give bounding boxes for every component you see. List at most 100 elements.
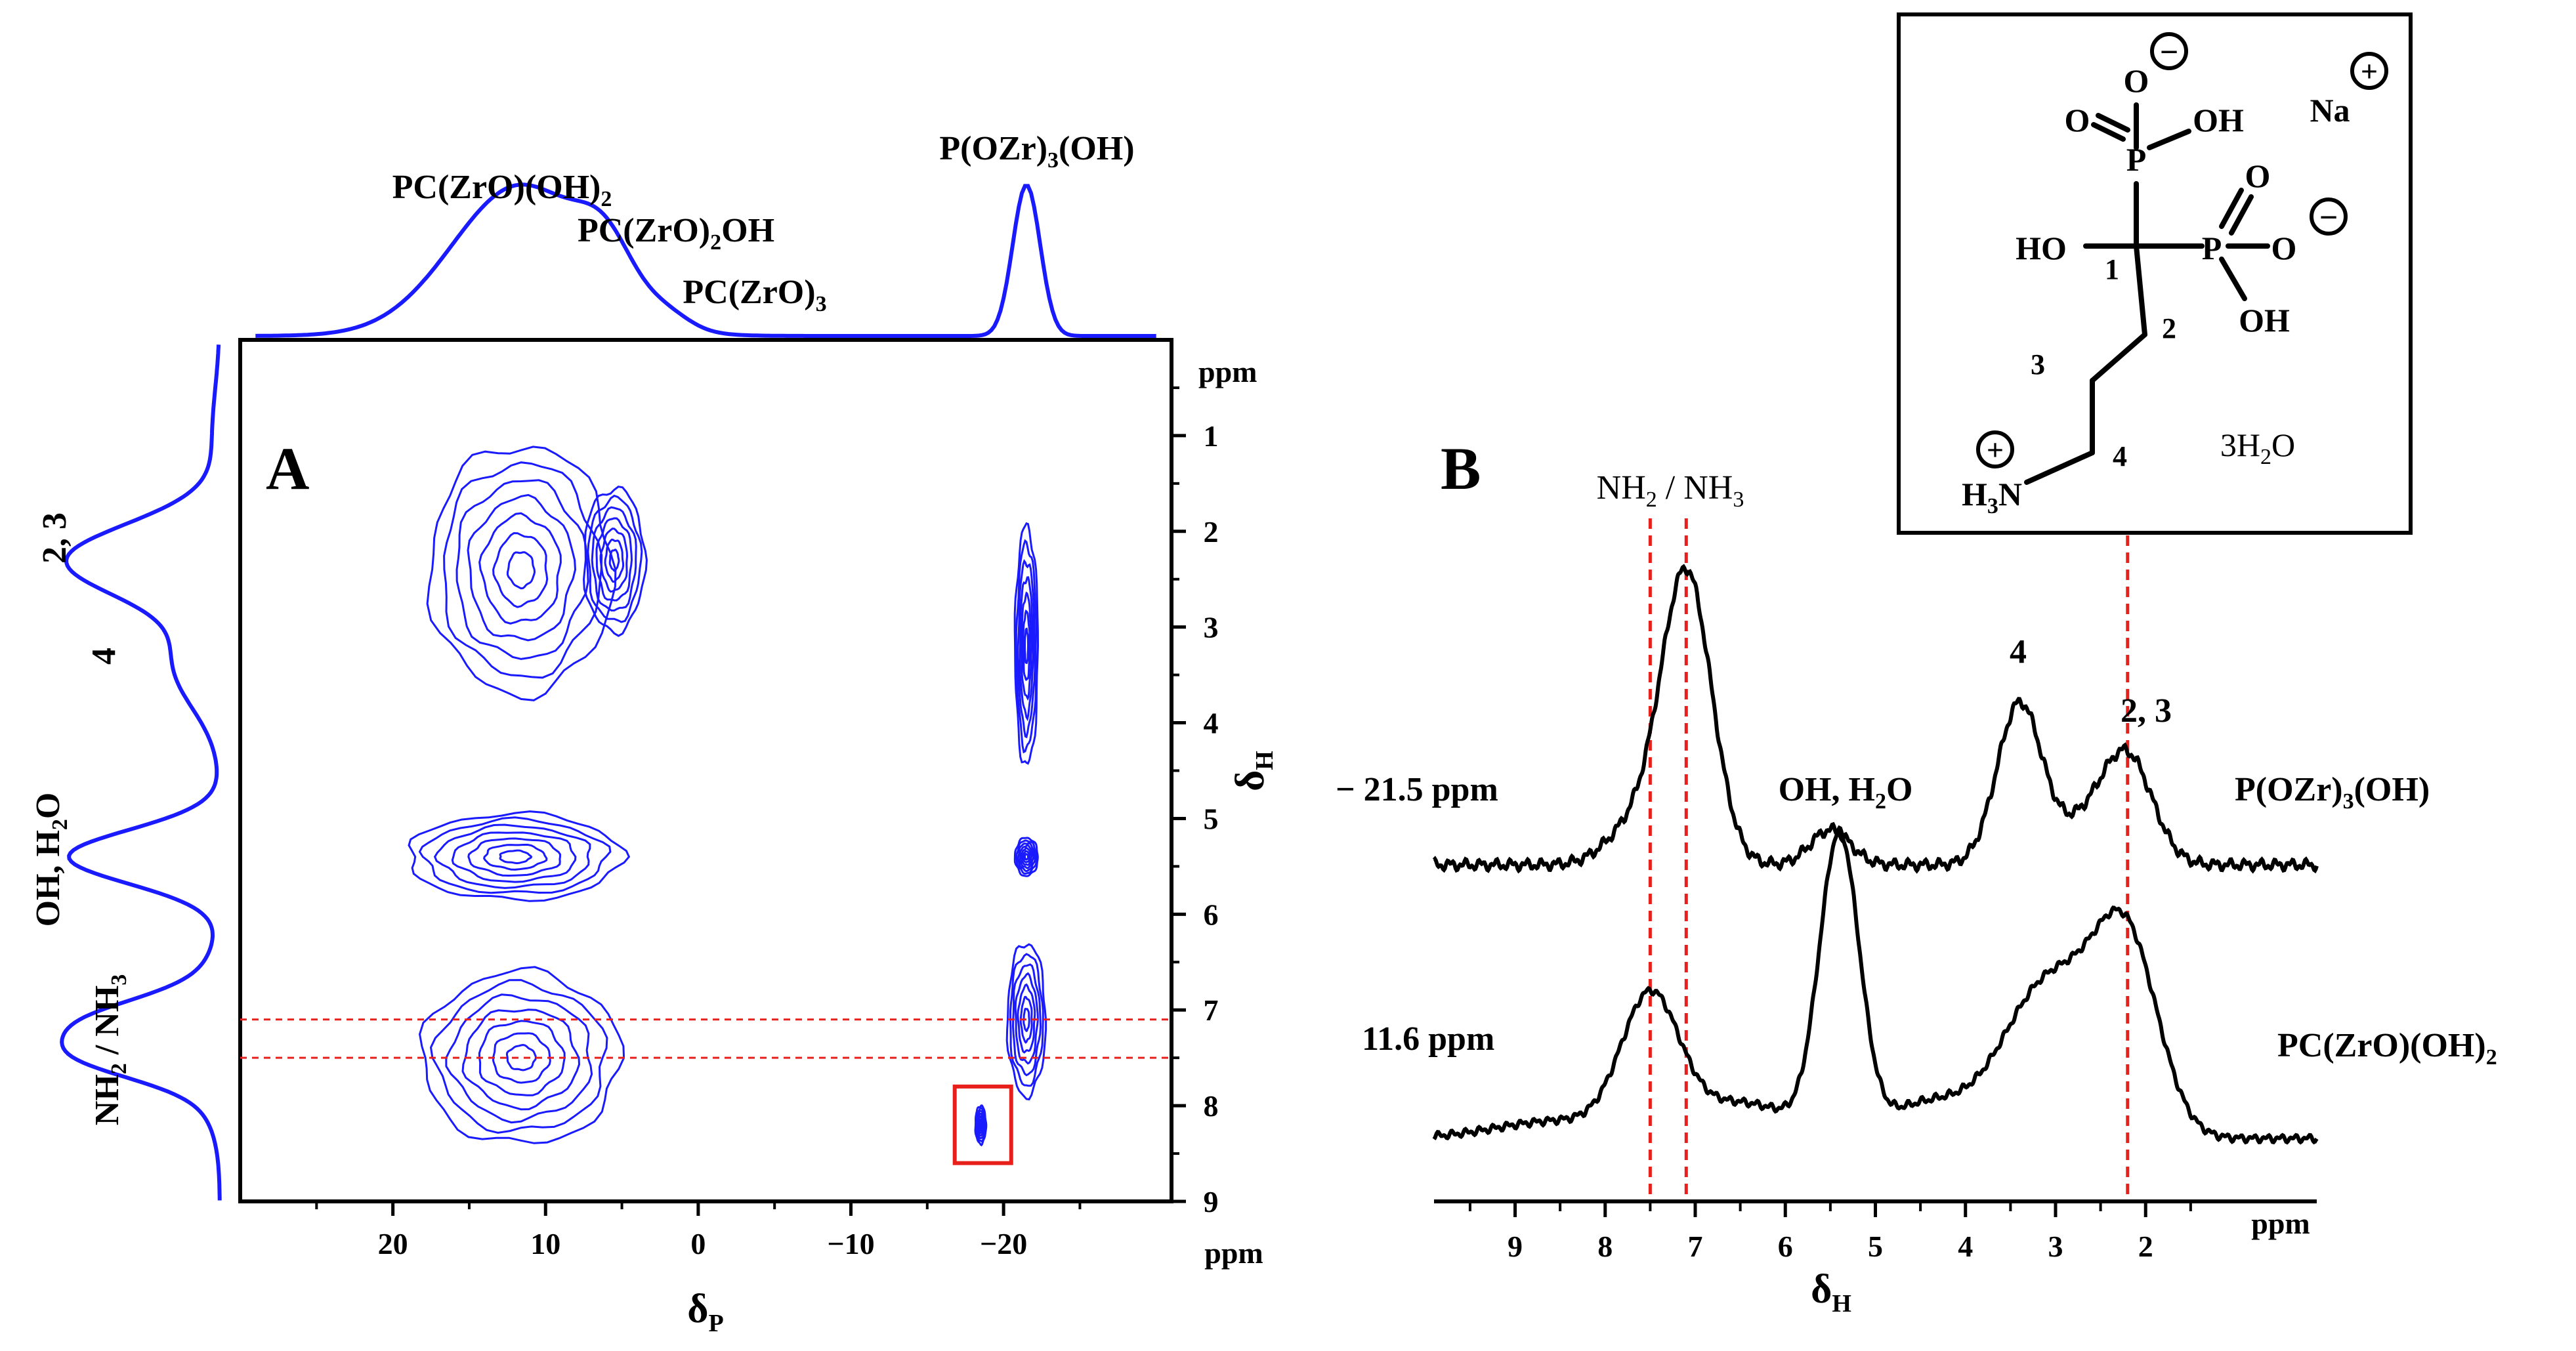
contour-level xyxy=(499,849,533,865)
panel-a-y-axis: 1 2 3 4 5 6 7 8 9 xyxy=(1172,386,1219,1218)
y-tick-label: 7 xyxy=(1204,993,1219,1027)
peak-label-oh-h2o: OH, H2O xyxy=(1779,771,1913,814)
contour-level xyxy=(451,831,577,883)
b-x-tick-label: 8 xyxy=(1597,1230,1613,1263)
b-x-tick-label: 3 xyxy=(2048,1230,2063,1263)
contour-level xyxy=(1015,839,1038,875)
y-tick-label: 6 xyxy=(1204,898,1219,931)
carbon-number-1: 1 xyxy=(2105,253,2119,285)
panel-b-x-unit: ppm xyxy=(2251,1207,2310,1240)
contour-level xyxy=(455,479,589,660)
contour-level xyxy=(1013,837,1039,877)
atom-p2-o-right: O xyxy=(2271,230,2297,266)
contour-map xyxy=(408,446,1047,1147)
contour-level xyxy=(1022,610,1031,681)
contour-level xyxy=(418,816,612,894)
x-tick-label: 10 xyxy=(530,1227,560,1260)
charge-minus-p1: − xyxy=(2150,32,2188,70)
b-x-tick-label: 7 xyxy=(1688,1230,1703,1263)
atom-p2-o-top: O xyxy=(2245,157,2271,194)
contour-level xyxy=(1017,842,1036,873)
panel-b: B 9 8 7 6 5 4 3 2 ppm δH NH2 / NH3 OH, H2O 4 2,… xyxy=(1336,435,2497,1318)
atom-na: Na xyxy=(2310,92,2350,129)
atom-ho: HO xyxy=(2016,230,2067,266)
atom-p1: P xyxy=(2126,141,2147,178)
contour-level xyxy=(587,494,643,623)
contour-level xyxy=(1017,983,1036,1054)
panel-b-x-label: δH xyxy=(1811,1267,1851,1318)
b-x-tick-label: 9 xyxy=(1508,1230,1523,1263)
structure-frame xyxy=(1897,12,2413,535)
panel-a-x-unit: ppm xyxy=(1204,1236,1263,1270)
atom-p1-oh: OH xyxy=(2193,102,2244,138)
contour-level xyxy=(505,1043,538,1071)
trace-pozr3-oh xyxy=(1432,564,2319,874)
panel-a-label: A xyxy=(266,435,309,502)
carbon-number-2: 2 xyxy=(2162,312,2176,344)
b-x-tick-label: 2 xyxy=(2138,1230,2153,1263)
peak-label-nh2-nh3: NH2 / NH3 xyxy=(1597,469,1744,512)
contour-level xyxy=(1020,846,1033,866)
top-label-pczro2-oh: PC(ZrO)2OH xyxy=(578,212,774,255)
y-tick-label: 5 xyxy=(1204,802,1219,835)
x-tick-label: 0 xyxy=(690,1227,706,1260)
highlight-box xyxy=(952,1084,1013,1165)
svg-text:+: + xyxy=(1987,433,2004,467)
trace-name-top: P(OZr)3(OH) xyxy=(2235,771,2430,814)
structure-bonds xyxy=(2024,102,2270,485)
top-label-pozr3-oh: P(OZr)3(OH) xyxy=(939,130,1134,173)
y-tick-label: 9 xyxy=(1204,1185,1219,1218)
contour-level xyxy=(591,506,637,612)
b-x-tick-label: 4 xyxy=(1958,1230,1973,1263)
left-label-oh-h2o: OH, H2O xyxy=(30,793,72,927)
atom-h3n: H3N xyxy=(1962,476,2022,518)
contour-level xyxy=(433,823,591,889)
carbon-number-4: 4 xyxy=(2113,440,2127,472)
contour-level xyxy=(608,549,620,572)
panel-b-guides xyxy=(1648,518,2130,1201)
panel-a-y-unit: ppm xyxy=(1198,355,1257,388)
panel-a-y-label: δH xyxy=(1228,751,1278,791)
contour-level xyxy=(979,1120,982,1129)
contour-level xyxy=(604,538,625,583)
y-tick-label: 2 xyxy=(1204,515,1219,549)
panel-b-x-axis: 9 8 7 6 5 4 3 2 xyxy=(1468,1201,2192,1263)
y-tick-label: 3 xyxy=(1204,611,1219,644)
contour-level xyxy=(1022,850,1031,863)
svg-text:+: + xyxy=(2361,54,2378,88)
atom-p2: P xyxy=(2202,230,2222,266)
atom-p1-o-left: O xyxy=(2065,102,2090,138)
svg-text:−: − xyxy=(2160,33,2179,70)
contour-level xyxy=(506,551,536,590)
water-of-hydration: 3H2O xyxy=(2220,426,2295,469)
top-projection-trace xyxy=(255,182,1156,338)
contour-level xyxy=(595,517,633,602)
contour-level xyxy=(443,461,603,679)
atom-p2-oh: OH xyxy=(2239,302,2290,339)
contour-level xyxy=(1021,591,1033,701)
x-tick-label: −20 xyxy=(980,1227,1027,1260)
contour-level xyxy=(1023,853,1029,861)
contour-level xyxy=(582,486,648,637)
panel-a: 20 10 0 −10 −20 ppm δP 1 2 3 4 5 6 7 8 9 ppm δH A PC… xyxy=(30,130,1278,1337)
contour-level xyxy=(467,837,562,877)
charge-minus-p2: − xyxy=(2310,197,2348,236)
contour-level xyxy=(408,810,631,902)
contour-level xyxy=(1005,943,1047,1101)
left-projection-trace xyxy=(60,344,222,1201)
trace-pczro-oh2 xyxy=(1432,825,2319,1145)
trace-shift-bottom: 11.6 ppm xyxy=(1362,1020,1494,1058)
panel-a-x-axis: 20 10 0 −10 −20 xyxy=(315,1201,1082,1260)
contour-level xyxy=(418,966,625,1144)
contour-level xyxy=(467,493,577,642)
carbon-number-3: 3 xyxy=(2031,348,2045,381)
y-tick-label: 1 xyxy=(1204,419,1219,453)
x-tick-label: 20 xyxy=(378,1227,408,1260)
y-tick-label: 4 xyxy=(1204,707,1219,740)
contour-level xyxy=(1013,522,1040,765)
contour-level xyxy=(1015,539,1038,754)
contour-level xyxy=(1024,627,1029,664)
contour-level xyxy=(478,512,562,625)
contour-level xyxy=(599,528,629,593)
charge-plus-na: + xyxy=(2350,52,2388,90)
